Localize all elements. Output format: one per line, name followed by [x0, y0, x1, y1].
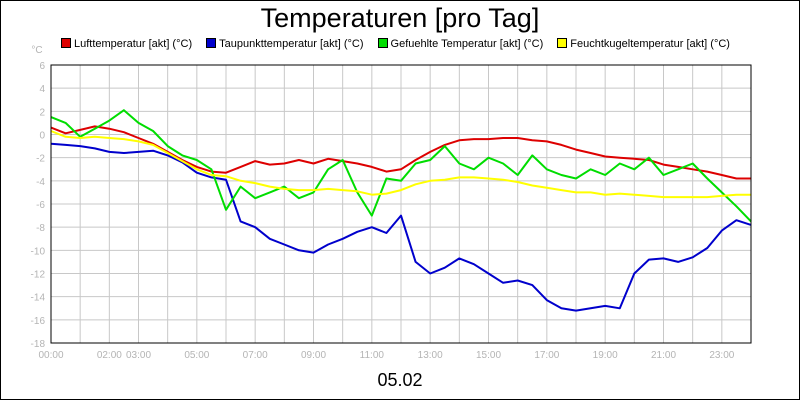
- y-tick-label: -14: [31, 293, 46, 304]
- x-tick-label: 07:00: [243, 350, 268, 361]
- y-tick-label: 4: [39, 84, 45, 95]
- x-tick-label: 05:00: [184, 350, 209, 361]
- x-axis-date-label: 05.02: [377, 370, 423, 390]
- legend-swatch: [206, 38, 217, 48]
- chart-legend: Lufttemperatur [akt] (°C) Taupunkttempera…: [61, 38, 744, 50]
- x-tick-label: 21:00: [651, 350, 676, 361]
- y-axis-unit-label: °C: [31, 45, 42, 56]
- y-tick-label: -6: [36, 200, 45, 211]
- y-tick-label: -2: [36, 154, 45, 165]
- x-tick-label: 09:00: [301, 350, 326, 361]
- x-tick-label: 17:00: [534, 350, 559, 361]
- legend-item-3: Feuchtkugeltemperatur [akt] (°C): [557, 38, 730, 50]
- x-tick-label: 23:00: [709, 350, 734, 361]
- y-tick-label: -12: [31, 270, 46, 281]
- y-tick-label: -16: [31, 316, 46, 327]
- series-line-2: [50, 109, 752, 223]
- x-tick-label: 00:00: [38, 350, 63, 361]
- series-line-3: [50, 130, 751, 199]
- y-tick-label: 0: [39, 131, 45, 142]
- plot-border: [50, 64, 752, 344]
- legend-swatch: [377, 38, 388, 48]
- y-tick-label: -10: [31, 246, 46, 257]
- legend-swatch: [61, 38, 71, 48]
- x-tick-label: 11:00: [360, 350, 385, 361]
- series-line-1: [50, 142, 752, 312]
- x-tick-label: 15:00: [476, 350, 501, 361]
- y-tick-label: -18: [31, 339, 46, 350]
- legend-item-0: Lufttemperatur [akt] (°C): [61, 38, 192, 50]
- legend-swatch: [557, 38, 568, 48]
- legend-item-1: Taupunkttemperatur [akt] (°C): [206, 38, 364, 50]
- legend-label: Gefuehlte Temperatur [akt] (°C): [390, 38, 544, 50]
- legend-label: Feuchtkugeltemperatur [akt] (°C): [570, 38, 730, 50]
- x-tick-label: 19:00: [593, 350, 618, 361]
- y-tick-label: 2: [39, 107, 45, 118]
- y-tick-label: 6: [39, 61, 45, 72]
- x-tick-label: 13:00: [418, 350, 443, 361]
- chart-title: Temperaturen [pro Tag]: [260, 3, 540, 33]
- x-tick-label: 02:00: [97, 350, 122, 361]
- legend-item-2: Gefuehlte Temperatur [akt] (°C): [377, 38, 544, 50]
- legend-label: Taupunkttemperatur [akt] (°C): [219, 38, 364, 50]
- y-tick-label: -8: [36, 223, 45, 234]
- legend-label: Lufttemperatur [akt] (°C): [74, 38, 193, 50]
- x-tick-label: 03:00: [126, 350, 151, 361]
- y-tick-label: -4: [36, 177, 45, 188]
